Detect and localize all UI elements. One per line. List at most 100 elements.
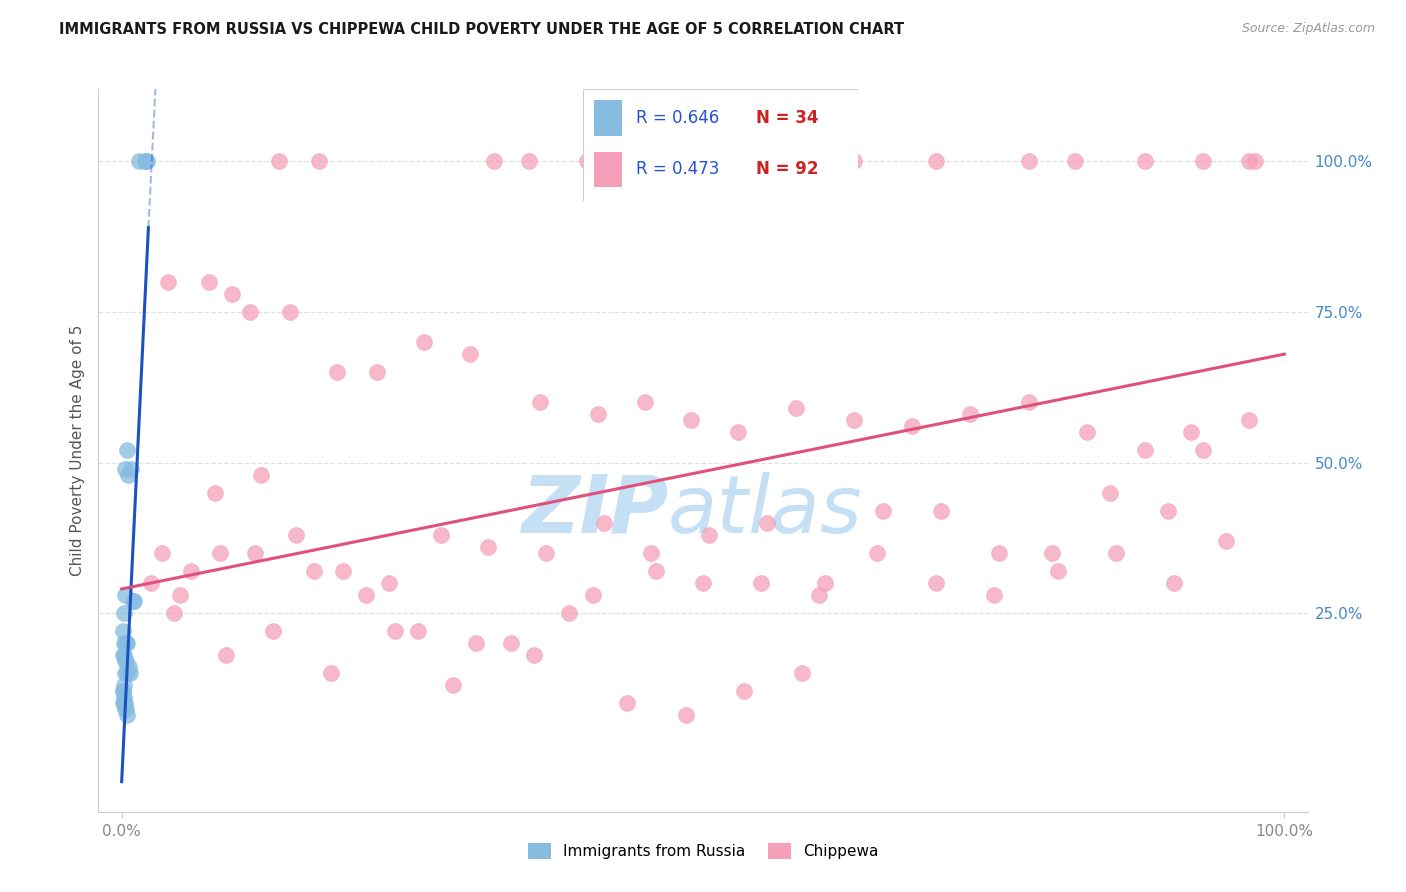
Point (115, 654, 138, 668)
Point (501, 636, 523, 650)
Point (1098, 485, 1121, 500)
Point (866, 546, 889, 560)
Point (406, 624, 429, 639)
Point (112, 648, 135, 662)
Point (749, 576, 772, 591)
Point (1192, 443, 1215, 458)
Point (128, 154, 150, 169)
Point (814, 576, 837, 591)
Point (112, 684, 135, 698)
Point (1064, 154, 1087, 169)
Point (931, 503, 953, 517)
Point (111, 684, 134, 698)
Legend: Immigrants from Russia, Chippewa: Immigrants from Russia, Chippewa (522, 838, 884, 865)
Text: N = 92: N = 92 (756, 161, 818, 178)
Point (844, 154, 866, 169)
Y-axis label: Child Poverty Under the Age of 5: Child Poverty Under the Age of 5 (70, 325, 86, 576)
Point (924, 576, 946, 591)
Point (319, 666, 342, 681)
Point (413, 334, 436, 349)
Point (1239, 154, 1261, 169)
Point (1046, 564, 1069, 578)
Point (634, 395, 657, 409)
Point (118, 666, 141, 681)
Point (117, 666, 139, 681)
Point (477, 540, 499, 554)
Point (785, 401, 807, 416)
Point (157, 275, 180, 289)
Point (844, 413, 866, 427)
Point (1040, 546, 1063, 560)
Point (640, 546, 662, 560)
Text: IMMIGRANTS FROM RUSSIA VS CHIPPEWA CHILD POVERTY UNDER THE AGE OF 5 CORRELATION : IMMIGRANTS FROM RUSSIA VS CHIPPEWA CHILD… (59, 22, 904, 37)
Point (529, 395, 551, 409)
Point (215, 648, 238, 662)
Point (117, 443, 139, 458)
Point (278, 305, 301, 319)
Point (198, 275, 221, 289)
Point (122, 594, 145, 608)
Point (924, 154, 946, 169)
Point (112, 678, 135, 692)
Point (901, 419, 924, 434)
Point (112, 696, 135, 710)
Point (1157, 503, 1180, 517)
Text: N = 34: N = 34 (756, 109, 818, 128)
Point (1192, 154, 1215, 169)
Point (581, 588, 603, 602)
Point (790, 666, 813, 681)
Point (163, 606, 186, 620)
Point (180, 564, 202, 578)
Point (366, 365, 388, 379)
Point (959, 407, 981, 421)
Point (139, 576, 162, 591)
Point (465, 636, 488, 650)
Point (645, 564, 668, 578)
Point (482, 154, 505, 169)
Point (114, 696, 136, 710)
Point (517, 154, 540, 169)
Point (1133, 443, 1156, 458)
Point (117, 467, 139, 482)
Point (308, 154, 330, 169)
Point (808, 588, 831, 602)
Point (302, 564, 325, 578)
Point (169, 588, 191, 602)
Point (114, 654, 136, 668)
Point (534, 546, 557, 560)
Point (112, 690, 135, 705)
Point (112, 606, 135, 620)
Point (117, 636, 139, 650)
Point (239, 305, 262, 319)
Point (111, 624, 134, 639)
Point (117, 708, 139, 723)
Point (872, 503, 894, 517)
Point (245, 546, 267, 560)
Point (697, 528, 720, 542)
Point (460, 347, 482, 361)
Point (135, 154, 157, 169)
Point (332, 564, 354, 578)
Point (221, 287, 243, 301)
Point (135, 154, 157, 169)
Point (733, 684, 755, 698)
Point (523, 648, 546, 662)
Point (1244, 154, 1267, 169)
Point (115, 636, 138, 650)
Point (114, 702, 136, 716)
Point (114, 666, 136, 681)
Point (285, 528, 308, 542)
Point (114, 588, 136, 602)
Point (755, 516, 778, 530)
Point (250, 467, 273, 482)
Point (727, 425, 749, 440)
Point (112, 636, 135, 650)
Point (1163, 576, 1185, 591)
Point (983, 588, 1005, 602)
Point (588, 407, 610, 421)
Point (384, 624, 406, 639)
Text: ZIP: ZIP (520, 472, 668, 549)
Bar (595, 101, 621, 136)
Point (1239, 413, 1261, 427)
Point (111, 696, 134, 710)
